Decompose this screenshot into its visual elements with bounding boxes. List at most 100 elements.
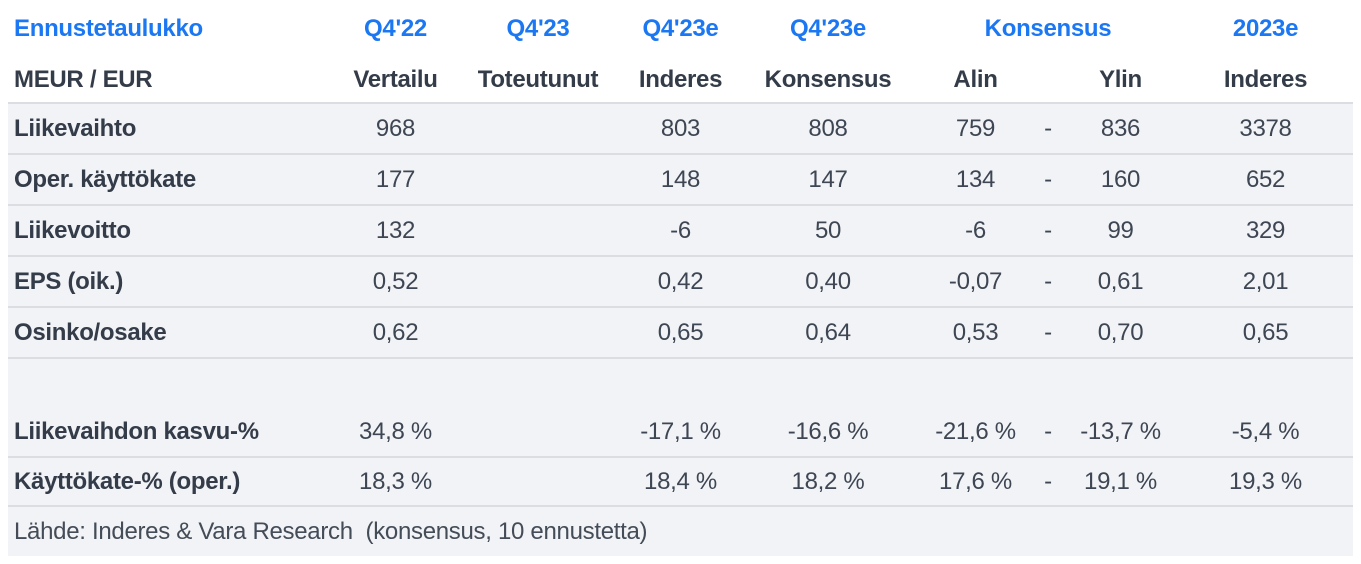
cell-toteutunut (453, 408, 623, 457)
cell-konsensus: 808 (808, 114, 848, 142)
sub-header-inderes: Inderes (638, 65, 723, 93)
group-header-2023e: 2023e (1232, 14, 1299, 42)
cell-konsensus: 0,64 (805, 318, 851, 346)
cell-range-dash: - (1044, 267, 1052, 295)
cell-vertailu: 0,62 (372, 318, 419, 346)
cell-alin: 0,53 (952, 318, 999, 346)
row-label: Oper. käyttökate (14, 165, 196, 193)
sub-header-alin: Alin (953, 65, 998, 93)
row-label: EPS (oik.) (14, 267, 124, 295)
cell-inderes: -17,1 % (640, 418, 721, 445)
cell-range-dash: - (1044, 318, 1052, 346)
cell-ylin: 99 (1107, 216, 1134, 244)
cell-inderes: -6 (670, 216, 691, 244)
cell-vertailu: 34,8 % (359, 418, 432, 445)
cell-inderes-2023e: -5,4 % (1231, 418, 1300, 445)
cell-ylin: 19,1 % (1084, 467, 1157, 495)
cell-inderes (623, 358, 738, 408)
source-text: Lähde: Inderes & Vara Research (konsensu… (14, 517, 648, 545)
sub-header-row: MEUR / EUR Vertailu Toteutunut Inderes K… (8, 57, 1354, 103)
group-header-row: Ennustetaulukko Q4'22 Q4'23 Q4'23e Q4'23… (8, 0, 1354, 57)
group-header-q4-23e-inderes: Q4'23e (642, 14, 719, 42)
cell-alin: 759 (955, 114, 996, 142)
row-label: Liikevaihto (14, 114, 137, 142)
cell-toteutunut (453, 457, 623, 506)
cell-toteutunut (453, 154, 623, 205)
cell-range-dash: - (1044, 216, 1052, 244)
table-title: Ennustetaulukko (14, 14, 203, 42)
sub-header-range-gap (1033, 57, 1063, 103)
unit-label: MEUR / EUR (14, 65, 153, 93)
cell-ylin: 0,70 (1097, 318, 1144, 346)
cell-inderes: 148 (660, 165, 701, 193)
cell-alin: 17,6 % (939, 467, 1012, 495)
cell-range-dash: - (1044, 114, 1052, 142)
cell-toteutunut (453, 358, 623, 408)
spacer-row (8, 358, 1354, 408)
cell-inderes-2023e: 329 (1245, 216, 1286, 244)
cell-ylin: 836 (1100, 114, 1141, 142)
cell-inderes-2023e: 0,65 (1242, 318, 1289, 346)
row-label: Liikevoitto (14, 216, 131, 244)
cell-konsensus: -16,6 % (787, 418, 869, 445)
cell-konsensus: 50 (814, 216, 842, 244)
cell-vertailu: 968 (375, 114, 416, 142)
cell-alin: -6 (965, 216, 986, 244)
cell-range-dash (1033, 358, 1063, 408)
sub-header-konsensus: Konsensus (764, 65, 892, 93)
cell-ylin (1063, 358, 1178, 408)
table-row: Liikevaihdon kasvu-% 34,8 % -17,1 % -16,6 %… (8, 408, 1354, 457)
cell-alin (918, 358, 1033, 408)
cell-range-dash: - (1044, 418, 1052, 445)
cell-inderes-2023e (1178, 358, 1353, 408)
sub-header-vertailu: Vertailu (353, 65, 438, 93)
row-label: Liikevaihdon kasvu-% (14, 418, 259, 445)
cell-vertailu (338, 358, 453, 408)
sub-header-ylin: Ylin (1099, 65, 1142, 93)
table-row: Liikevaihto 968 803 808 759 - 836 3378 (8, 103, 1354, 154)
cell-vertailu: 177 (375, 165, 416, 193)
cell-ylin: 0,61 (1097, 267, 1144, 295)
group-header-q4-23e-konsensus: Q4'23e (790, 14, 866, 42)
cell-vertailu: 0,52 (372, 267, 419, 295)
source-row: Lähde: Inderes & Vara Research (konsensu… (8, 506, 1354, 556)
cell-inderes-2023e: 652 (1245, 165, 1286, 193)
cell-alin: -21,6 % (935, 418, 1016, 445)
group-header-konsensus: Konsensus (984, 14, 1112, 42)
table-row: Liikevoitto 132 -6 50 -6 - 99 329 (8, 205, 1354, 256)
table-row: Osinko/osake 0,62 0,65 0,64 0,53 - 0,70 0,65 (8, 307, 1354, 358)
cell-ylin: -13,7 % (1080, 418, 1161, 445)
cell-toteutunut (453, 256, 623, 307)
row-label: Käyttökate-% (oper.) (14, 467, 241, 495)
group-header-q4-23: Q4'23 (506, 14, 570, 42)
cell-toteutunut (453, 103, 623, 154)
cell-ylin: 160 (1100, 165, 1141, 193)
cell-inderes: 803 (660, 114, 701, 142)
cell-inderes-2023e: 19,3 % (1229, 467, 1302, 495)
cell-konsensus (738, 358, 918, 408)
cell-range-dash: - (1044, 467, 1052, 495)
table-footer: Lähde: Inderes & Vara Research (konsensu… (8, 506, 1354, 556)
cell-alin: 134 (955, 165, 996, 193)
cell-vertailu: 132 (375, 216, 416, 244)
cell-toteutunut (453, 307, 623, 358)
table-row: Oper. käyttökate 177 148 147 134 - 160 652 (8, 154, 1354, 205)
row-label (8, 358, 338, 408)
row-label: Osinko/osake (14, 318, 167, 346)
cell-inderes-2023e: 3378 (1239, 114, 1292, 142)
table-row: EPS (oik.) 0,52 0,42 0,40 -0,07 - 0,61 2,01 (8, 256, 1354, 307)
cell-konsensus: 147 (808, 165, 848, 193)
table-header: Ennustetaulukko Q4'22 Q4'23 Q4'23e Q4'23… (8, 0, 1354, 103)
forecast-table-body: Liikevaihto 968 803 808 759 - 836 3378 Oper. käy… (8, 103, 1354, 506)
cell-vertailu: 18,3 % (359, 467, 432, 495)
forecast-table: Ennustetaulukko Q4'22 Q4'23 Q4'23e Q4'23… (8, 0, 1354, 556)
cell-toteutunut (453, 205, 623, 256)
cell-inderes: 0,65 (657, 318, 704, 346)
cell-konsensus: 0,40 (805, 267, 851, 295)
sub-header-inderes-2023e: Inderes (1223, 65, 1308, 93)
group-header-q4-22: Q4'22 (364, 14, 427, 42)
cell-alin: -0,07 (948, 267, 1003, 295)
sub-header-toteutunut: Toteutunut (477, 65, 599, 93)
cell-range-dash: - (1044, 165, 1052, 193)
